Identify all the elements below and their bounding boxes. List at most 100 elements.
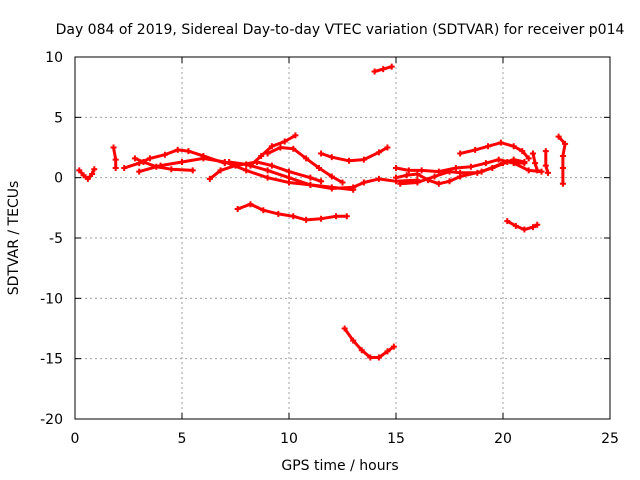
data-point xyxy=(200,155,207,162)
data-point xyxy=(243,161,250,168)
x-tick-label: 5 xyxy=(178,431,187,447)
data-point xyxy=(521,226,528,233)
data-point xyxy=(217,167,224,174)
data-point xyxy=(457,169,464,176)
data-point xyxy=(185,148,192,155)
series-track-08 xyxy=(247,132,299,169)
series-track-16 xyxy=(397,158,528,187)
data-point xyxy=(140,158,147,165)
data-point xyxy=(268,162,275,169)
data-point xyxy=(559,180,566,187)
data-point xyxy=(264,167,271,174)
data-point xyxy=(390,343,397,350)
data-point xyxy=(474,169,481,176)
data-point xyxy=(91,166,98,173)
data-point xyxy=(375,149,382,156)
x-tick-labels: 0 5 10 15 20 25 xyxy=(71,431,619,447)
data-point xyxy=(467,163,474,170)
x-tick-label: 20 xyxy=(494,431,512,447)
data-point xyxy=(384,144,391,151)
data-point xyxy=(446,168,453,175)
x-tick-label: 0 xyxy=(71,431,80,447)
data-point xyxy=(315,165,322,172)
data-point xyxy=(318,215,325,222)
data-point xyxy=(168,166,175,173)
series-track-09 xyxy=(264,144,346,186)
data-point xyxy=(435,180,442,187)
data-point xyxy=(243,167,250,174)
series-track-19 xyxy=(529,150,541,174)
grid-lines xyxy=(75,57,610,419)
series-track-02 xyxy=(110,144,119,172)
data-point xyxy=(328,154,335,161)
data-point xyxy=(146,155,153,162)
data-point xyxy=(510,143,517,150)
data-point xyxy=(358,347,365,354)
data-point xyxy=(247,201,254,208)
data-point xyxy=(303,155,310,162)
data-point xyxy=(414,171,421,178)
x-tick-label: 10 xyxy=(280,431,298,447)
data-point xyxy=(258,152,265,159)
data-point xyxy=(189,167,196,174)
data-point xyxy=(418,167,425,174)
y-tick-label: 0 xyxy=(54,171,63,187)
x-tick-label: 15 xyxy=(387,431,405,447)
data-point xyxy=(76,167,83,174)
data-point xyxy=(393,165,399,172)
data-point xyxy=(489,165,496,172)
data-point xyxy=(519,148,526,155)
data-point xyxy=(112,165,119,172)
series-track-21 xyxy=(555,133,569,187)
data-point xyxy=(457,150,464,157)
data-point xyxy=(110,144,117,151)
data-point xyxy=(538,168,545,175)
data-point xyxy=(343,213,350,220)
data-point xyxy=(497,139,504,146)
y-axis-label: SDTVAR / TECUs xyxy=(6,181,22,296)
data-point xyxy=(542,148,549,155)
data-point xyxy=(277,144,284,151)
data-point xyxy=(179,158,185,165)
data-point xyxy=(275,210,282,217)
data-point xyxy=(367,354,374,361)
data-point xyxy=(333,213,340,220)
data-point xyxy=(403,172,410,179)
series-track-12 xyxy=(371,63,395,75)
data-point xyxy=(525,167,532,174)
data-point xyxy=(345,157,352,164)
data-series xyxy=(76,63,569,361)
series-track-17 xyxy=(457,139,532,162)
data-point xyxy=(393,174,399,181)
data-point xyxy=(414,179,421,186)
data-point xyxy=(328,173,335,180)
data-point xyxy=(286,168,292,175)
data-point xyxy=(405,167,412,174)
data-point xyxy=(446,178,453,185)
data-point xyxy=(360,156,367,163)
data-point xyxy=(292,132,299,139)
y-tick-labels: -20 -15 -10 -5 0 5 10 xyxy=(40,50,63,428)
data-point xyxy=(380,66,387,73)
data-point xyxy=(559,165,566,172)
data-point xyxy=(452,165,459,172)
data-point xyxy=(174,146,181,153)
data-point xyxy=(121,165,128,172)
series-track-06 xyxy=(206,158,325,185)
data-point xyxy=(260,207,267,214)
y-tick-label: 5 xyxy=(54,110,63,126)
data-point xyxy=(512,222,519,229)
data-point xyxy=(350,337,357,344)
data-point xyxy=(544,169,551,176)
data-point xyxy=(339,179,346,186)
y-tick-label: -10 xyxy=(40,291,63,307)
data-point xyxy=(482,160,489,167)
data-point xyxy=(157,162,164,169)
data-point xyxy=(89,171,96,178)
y-tick-label: 10 xyxy=(45,50,63,66)
data-point xyxy=(375,175,382,182)
y-tick-label: -20 xyxy=(40,412,63,428)
data-point xyxy=(206,175,213,182)
